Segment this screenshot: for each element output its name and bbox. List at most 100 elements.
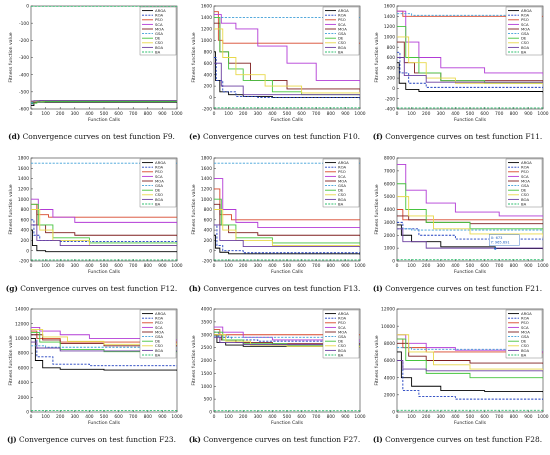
series-group <box>214 162 360 260</box>
x-tick-label: 500 <box>466 111 475 117</box>
y-tick-label: 1000 <box>201 384 212 390</box>
x-tick-label: 100 <box>407 263 416 269</box>
caption-letter: (e) <box>188 132 201 141</box>
chart-svg-l: 0 2000 4000 6000 8000 10000 12000 0 100 200 300 400… <box>374 307 549 426</box>
chart-panel-j: 0 2000 4000 6000 8000 10000 12000 14000 0 100 200 3… <box>0 303 183 454</box>
y-tick-label: 8000 <box>384 341 395 347</box>
x-tick-label: 600 <box>297 414 306 420</box>
legend-entry: SCA <box>155 22 163 27</box>
legend-entry: CSO <box>155 40 163 45</box>
y-tick-label: 4000 <box>384 207 395 213</box>
y-tick-label: 6000 <box>384 181 395 187</box>
series-line-boa <box>397 57 543 84</box>
chart-svg-d: -600 -500 -400 -300 -200 -100 0 0 100 200 300 400 50… <box>8 4 183 123</box>
legend-entry: SCA <box>521 173 529 178</box>
figure-caption: (d) Convergence curves on test function … <box>0 132 183 141</box>
legend-entry: MOA <box>521 26 530 31</box>
chart-panel-k: 0 500 1000 1500 2000 2500 3000 3500 4000 0 100 200 3… <box>183 303 366 454</box>
chart-panel-h: -200 0 200 400 600 800 1000 1200 1400 1600 1800 0 10… <box>183 152 366 303</box>
x-tick-label: 1000 <box>171 263 182 269</box>
x-tick-label: 400 <box>85 111 94 117</box>
series-line-de <box>397 182 543 233</box>
legend-entry: GSA <box>338 31 346 36</box>
chart-panel-e: -200 0 200 400 600 800 1000 1200 1400 1600 0 100 200… <box>183 0 366 151</box>
x-axis-label: Function Calls <box>88 420 121 426</box>
caption-text: Convergence curves on test function F23. <box>16 435 176 444</box>
y-tick-label: -200 <box>385 96 395 102</box>
x-tick-label: 600 <box>114 263 123 269</box>
x-tick-label: 300 <box>254 414 263 420</box>
series-line-gsa <box>397 227 543 231</box>
y-axis-label: Fitness function value <box>8 335 14 385</box>
series-line-gsa <box>397 347 543 351</box>
x-tick-label: 200 <box>239 414 248 420</box>
x-tick-label: 900 <box>341 111 350 117</box>
y-tick-label: 12000 <box>15 321 29 327</box>
legend-entry: SCA <box>155 173 163 178</box>
y-tick-label: 800 <box>204 207 213 213</box>
y-axis-label: Fitness function value <box>374 184 380 234</box>
y-tick-label: 800 <box>21 207 30 213</box>
series-line-arga <box>31 229 177 252</box>
x-tick-label: 100 <box>224 263 233 269</box>
series-line-roa <box>397 51 543 89</box>
legend-entry: GSA <box>521 183 529 188</box>
legend-entry: PSO <box>338 320 346 325</box>
x-tick-label: 500 <box>100 111 109 117</box>
x-tick-label: 800 <box>510 414 519 420</box>
series-group <box>397 163 543 260</box>
y-axis-label: Fitness function value <box>374 335 380 385</box>
y-axis-label: Fitness function value <box>191 335 197 385</box>
legend-entry: GSA <box>155 183 163 188</box>
x-tick-label: 0 <box>30 111 33 117</box>
data-tip-text: X: 673 <box>491 236 503 240</box>
chart-svg-i: 0 1000 2000 3000 4000 5000 6000 7000 8000 0 100 200… <box>374 155 549 274</box>
legend-entry: PSO <box>155 169 163 174</box>
legend-entry: SCA <box>338 173 346 178</box>
data-tip-marker <box>494 246 497 250</box>
legend-entry: CSO <box>521 192 529 197</box>
y-tick-label: 0 <box>26 248 29 254</box>
x-tick-label: 500 <box>283 111 292 117</box>
x-tick-label: 900 <box>158 111 167 117</box>
legend-entry: SCA <box>338 22 346 27</box>
y-axis-label: Fitness function value <box>374 32 380 82</box>
x-tick-label: 200 <box>422 111 431 117</box>
legend-entry: GSA <box>338 334 346 339</box>
y-tick-label: 3000 <box>384 219 395 225</box>
x-tick-label: 900 <box>158 414 167 420</box>
series-line-gsa <box>214 335 360 338</box>
x-tick-label: 600 <box>297 111 306 117</box>
series-line-cso <box>397 334 543 371</box>
y-tick-label: 800 <box>387 45 396 51</box>
x-tick-label: 800 <box>327 263 336 269</box>
x-tick-label: 0 <box>213 414 216 420</box>
x-axis-label: Function Calls <box>271 117 304 123</box>
legend-entry: ARGA <box>155 160 166 165</box>
legend-entry: ARGA <box>521 8 532 13</box>
legend-entry: BOA <box>155 45 163 50</box>
legend-entry: BA <box>338 49 344 54</box>
x-tick-label: 0 <box>396 414 399 420</box>
x-tick-label: 1000 <box>537 111 548 117</box>
legend-entry: PSO <box>155 320 163 325</box>
y-tick-label: 0 <box>26 4 29 10</box>
x-tick-label: 200 <box>56 111 65 117</box>
y-tick-label: 2000 <box>384 232 395 238</box>
x-tick-label: 600 <box>480 414 489 420</box>
legend-entry: ARGA <box>155 311 166 316</box>
x-axis-label: Function Calls <box>454 117 487 123</box>
y-tick-label: 3000 <box>201 332 212 338</box>
legend-entry: DE <box>521 339 527 344</box>
y-tick-label: 2000 <box>201 358 212 364</box>
series-line-boa <box>31 341 177 352</box>
y-tick-label: -200 <box>202 107 212 113</box>
series-line-arga <box>31 337 177 371</box>
legend-entry: ARGA <box>155 8 166 13</box>
y-tick-label: 2000 <box>384 392 395 398</box>
